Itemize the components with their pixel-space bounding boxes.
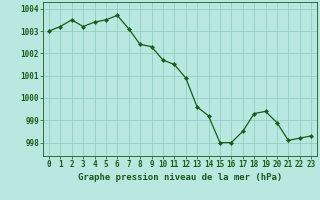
X-axis label: Graphe pression niveau de la mer (hPa): Graphe pression niveau de la mer (hPa) (78, 173, 282, 182)
